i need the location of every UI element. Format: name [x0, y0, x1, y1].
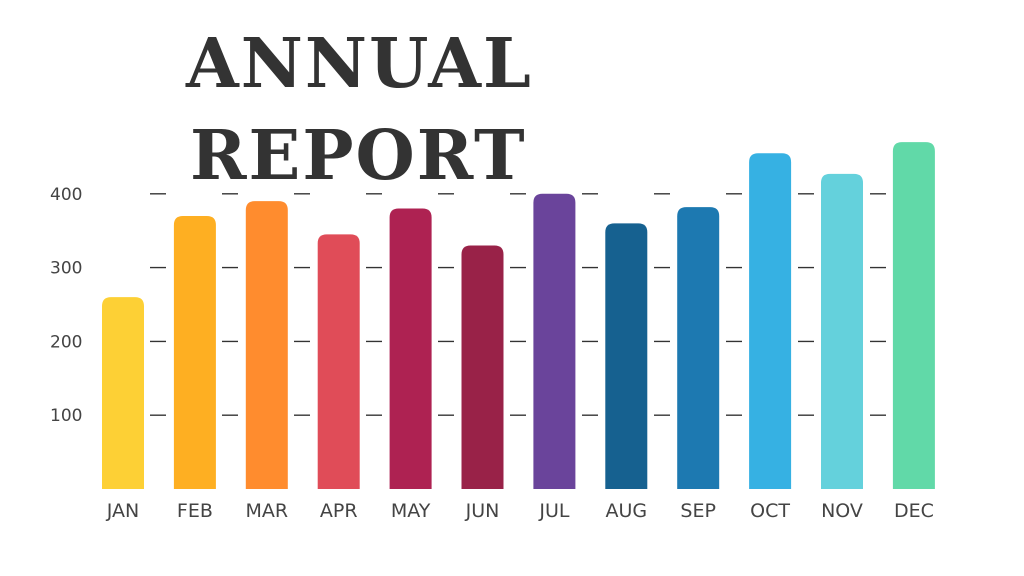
y-tick-label: 400	[50, 185, 82, 205]
y-tick-label: 200	[50, 332, 82, 352]
bar-apr	[317, 234, 360, 489]
y-tick-label: 100	[50, 406, 82, 426]
x-tick-label: APR	[320, 500, 358, 522]
bar-oct	[749, 153, 792, 489]
bar-jan	[102, 297, 144, 489]
x-tick-label: JUN	[465, 500, 500, 522]
y-tick-label: 300	[50, 259, 82, 279]
chart-title-line-2: REPORT	[190, 116, 527, 196]
x-tick-label: OCT	[750, 500, 790, 522]
x-tick-label: JUL	[538, 500, 570, 522]
bar-aug	[605, 223, 648, 489]
x-tick-label: AUG	[605, 500, 647, 522]
x-tick-label: DEC	[894, 500, 934, 522]
x-tick-label: JAN	[106, 500, 139, 522]
bar-dec	[892, 142, 935, 489]
x-tick-label: MAY	[391, 500, 431, 522]
bar-feb	[173, 215, 216, 489]
bar-sep	[677, 207, 720, 490]
chart-title-line-1: ANNUAL	[186, 24, 533, 104]
x-tick-label: FEB	[177, 500, 213, 522]
x-tick-label: SEP	[680, 500, 716, 522]
x-tick-label: MAR	[246, 500, 289, 522]
bar-may	[389, 208, 432, 489]
bar-jul	[533, 193, 576, 490]
bar-jun	[461, 245, 504, 489]
x-tick-label: NOV	[821, 500, 863, 522]
bar-nov	[821, 173, 863, 489]
bar-mar	[245, 201, 288, 489]
